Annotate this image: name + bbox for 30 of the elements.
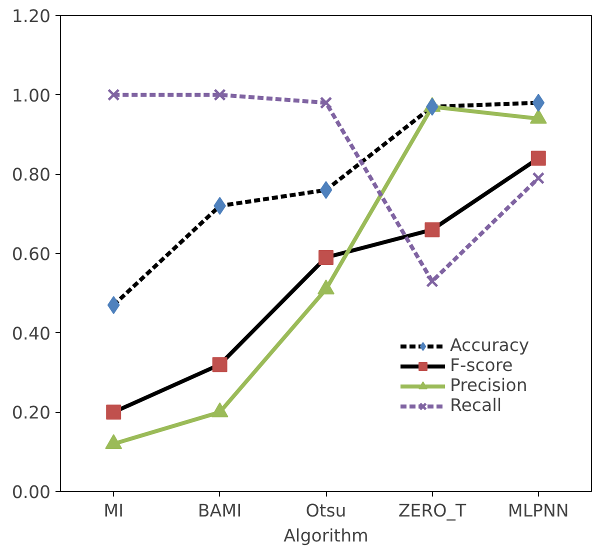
point (424, 222, 440, 238)
x-tick-label: MI (104, 502, 124, 522)
point (212, 357, 228, 372)
point (318, 250, 334, 265)
legend-label: F-score (450, 356, 513, 376)
point (426, 275, 438, 288)
point (532, 172, 545, 184)
x-axis-title: Algorithm (284, 526, 368, 546)
x-tick-label: BAMI (198, 502, 242, 522)
point (320, 96, 332, 109)
y-tick-label: 0.00 (12, 483, 51, 503)
point (532, 94, 545, 112)
y-tick-label: 1.20 (12, 7, 51, 27)
y-tick-label: 1.00 (12, 86, 51, 106)
legend-label: Precision (450, 376, 528, 396)
legend-label: Recall (450, 396, 502, 416)
legend-label: Accuracy (450, 336, 530, 356)
point (106, 404, 122, 420)
y-tick-label: 0.20 (12, 404, 51, 424)
point (107, 88, 120, 102)
point (530, 150, 546, 166)
point (214, 88, 226, 102)
y-tick-label: 0.60 (12, 245, 51, 265)
x-tick-label: MLPNN (508, 502, 569, 522)
y-tick-label: 0.80 (12, 166, 51, 186)
x-tick-label: ZERO_T (398, 502, 466, 522)
point (107, 296, 120, 314)
x-tick-label: Otsu (306, 502, 346, 522)
y-tick-label: 0.40 (12, 324, 51, 344)
point (320, 181, 332, 200)
